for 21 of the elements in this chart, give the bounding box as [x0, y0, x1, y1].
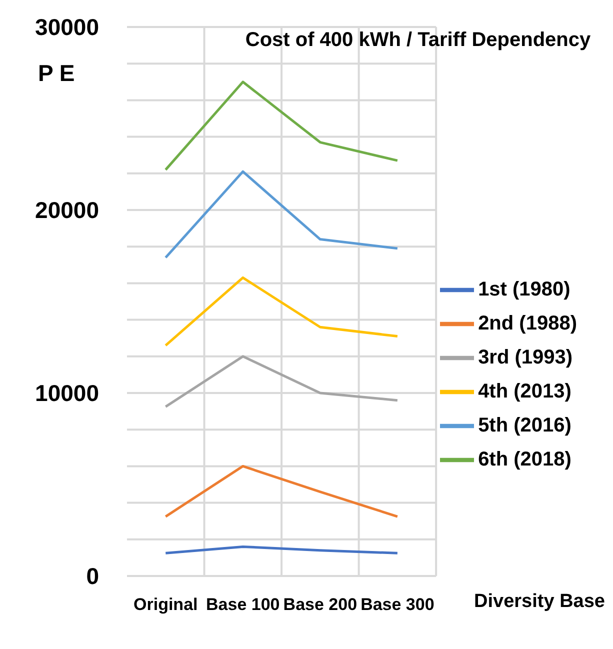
- x-axis-title: Diversity Base: [474, 591, 605, 613]
- y-tick-label: 0: [86, 563, 99, 590]
- legend-label: 1st (1980): [478, 278, 570, 300]
- y-tick-label: 20000: [35, 197, 99, 224]
- x-tick-label: Base 100: [206, 595, 280, 614]
- legend-label: 3rd (1993): [478, 346, 573, 368]
- x-tick-label: Original: [134, 595, 198, 614]
- line-series: [164, 276, 399, 347]
- legend-label: 6th (2018): [478, 448, 572, 470]
- x-tick-label: Base 300: [360, 595, 434, 614]
- line-series: [164, 170, 399, 259]
- line-series: [164, 80, 399, 171]
- chart-title: Cost of 400 kWh / Tariff Dependency: [244, 28, 592, 53]
- legend-label: 2nd (1988): [478, 312, 577, 334]
- legend-label: 4th (2013): [478, 380, 572, 402]
- x-tick-label: Base 200: [283, 595, 358, 614]
- y-axis-title: P E: [38, 60, 75, 87]
- y-tick-label: 10000: [35, 380, 99, 406]
- y-tick-label: 30000: [35, 14, 99, 40]
- legend-label: 5th (2016): [478, 414, 572, 436]
- line-series: [164, 355, 399, 408]
